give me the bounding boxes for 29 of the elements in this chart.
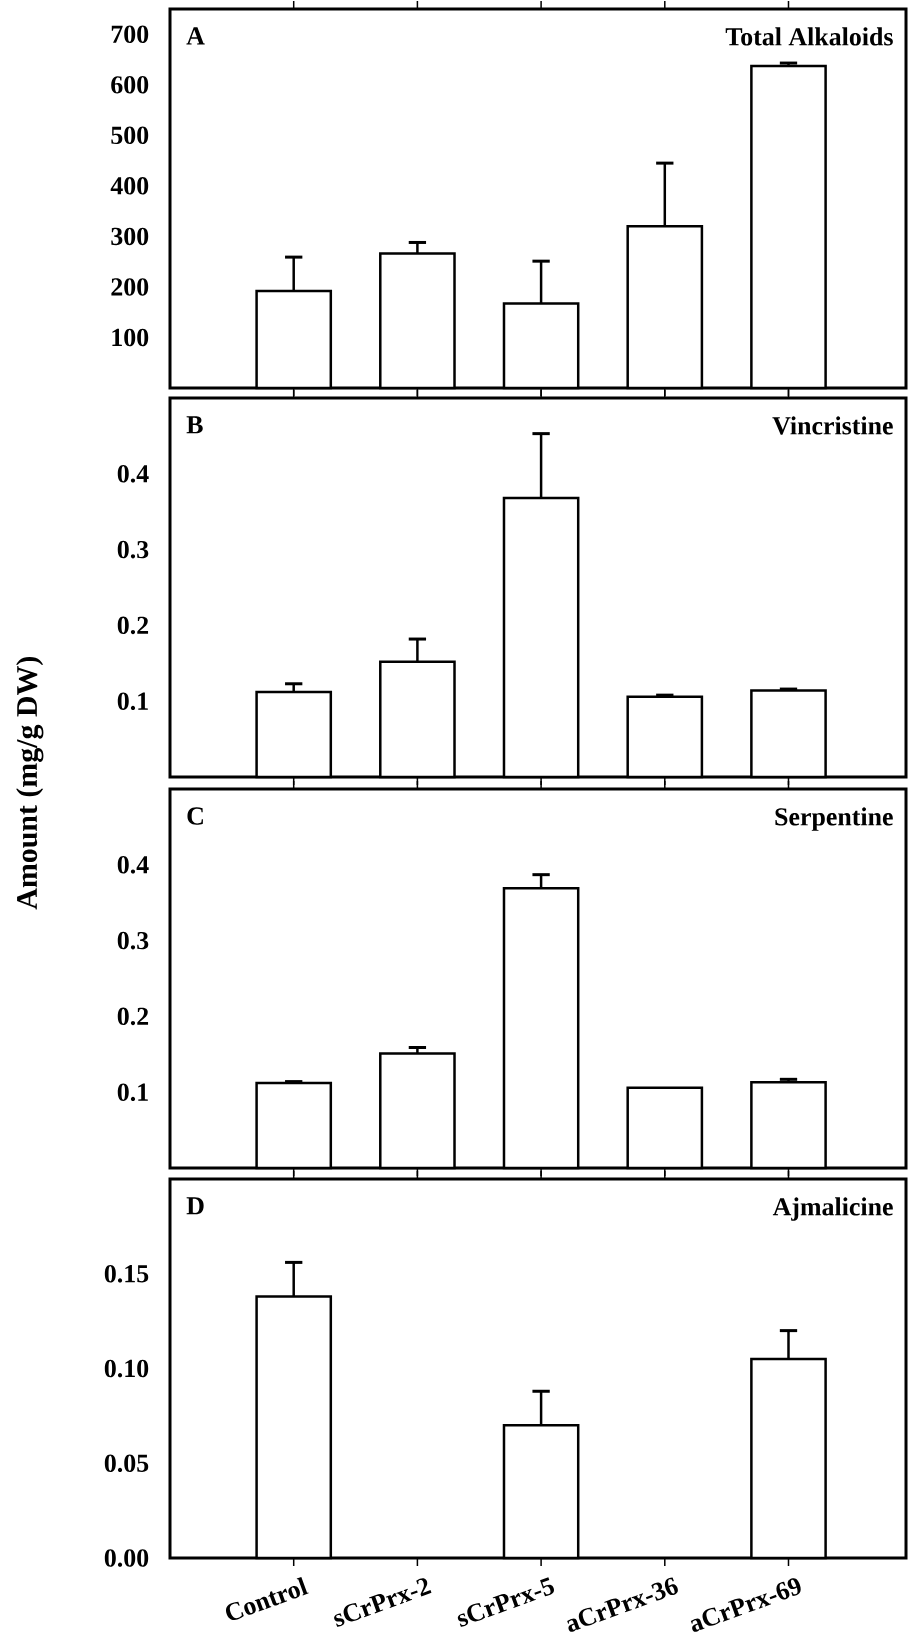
y-tick-label: 0.00 [104, 1549, 149, 1567]
y-tick-label: 0.2 [117, 1007, 149, 1026]
y-tick-label: 400 [110, 177, 149, 195]
annotation: B [186, 416, 203, 434]
y-tick-label: 0.3 [117, 540, 149, 559]
y-tick-label: 0.4 [117, 856, 149, 874]
text: Serpentine [775, 807, 893, 831]
text: Total Alkaloids [725, 27, 893, 46]
annotation: D [186, 1197, 204, 1215]
y-tick-label: 0.10 [104, 1359, 149, 1378]
y-tick-label: 0.05 [104, 1454, 149, 1473]
y-tick-label: 300 [111, 227, 149, 246]
x-tick-label: Control [225, 1576, 309, 1621]
y-tick-label: 0.1 [117, 692, 148, 710]
y-tick-label: 0.2 [117, 616, 149, 635]
y-tick-label: 600 [111, 76, 149, 94]
y-tick-label: 0.1 [117, 1083, 148, 1101]
y-tick-label: 100 [112, 328, 149, 347]
y-tick-label: 0.3 [117, 931, 149, 950]
y-axis-title: Amount (mg/g DW) [16, 657, 44, 910]
annotation: C [187, 807, 203, 825]
y-tick-label: 0.15 [104, 1264, 149, 1283]
y-tick-label: 200 [111, 278, 149, 296]
text: Ajmalicine [772, 1197, 893, 1221]
text: Vincristine [772, 416, 893, 435]
y-tick-label: 500 [111, 126, 149, 145]
y-tick-label: 0.4 [117, 465, 149, 483]
y-tick-label: 700 [111, 25, 149, 43]
annotation: A [186, 27, 205, 45]
